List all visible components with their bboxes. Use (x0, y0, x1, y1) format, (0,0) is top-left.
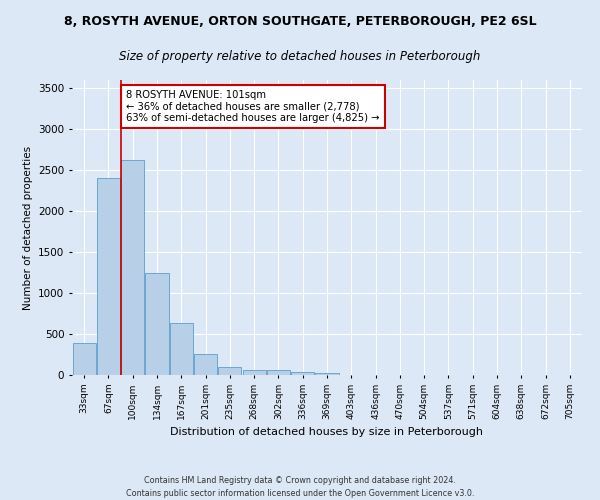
Bar (218, 367, 241, 375)
Text: Contains HM Land Registry data © Crown copyright and database right 2024.
Contai: Contains HM Land Registry data © Crown c… (126, 476, 474, 498)
Bar (291, 372, 314, 375)
Bar (73, 343, 95, 375)
Bar (267, 370, 290, 375)
Bar (121, 160, 144, 375)
Bar (97, 178, 120, 375)
Text: 8, ROSYTH AVENUE, ORTON SOUTHGATE, PETERBOROUGH, PE2 6SL: 8, ROSYTH AVENUE, ORTON SOUTHGATE, PETER… (64, 15, 536, 28)
Bar (316, 373, 338, 375)
Bar (145, 274, 169, 375)
Bar (170, 322, 193, 375)
X-axis label: Distribution of detached houses by size in Peterborough: Distribution of detached houses by size … (170, 428, 484, 438)
Text: 8 ROSYTH AVENUE: 101sqm
← 36% of detached houses are smaller (2,778)
63% of semi: 8 ROSYTH AVENUE: 101sqm ← 36% of detache… (126, 90, 380, 123)
Text: Size of property relative to detached houses in Peterborough: Size of property relative to detached ho… (119, 50, 481, 63)
Bar (242, 370, 266, 375)
Bar (194, 354, 217, 375)
Y-axis label: Number of detached properties: Number of detached properties (23, 146, 32, 310)
